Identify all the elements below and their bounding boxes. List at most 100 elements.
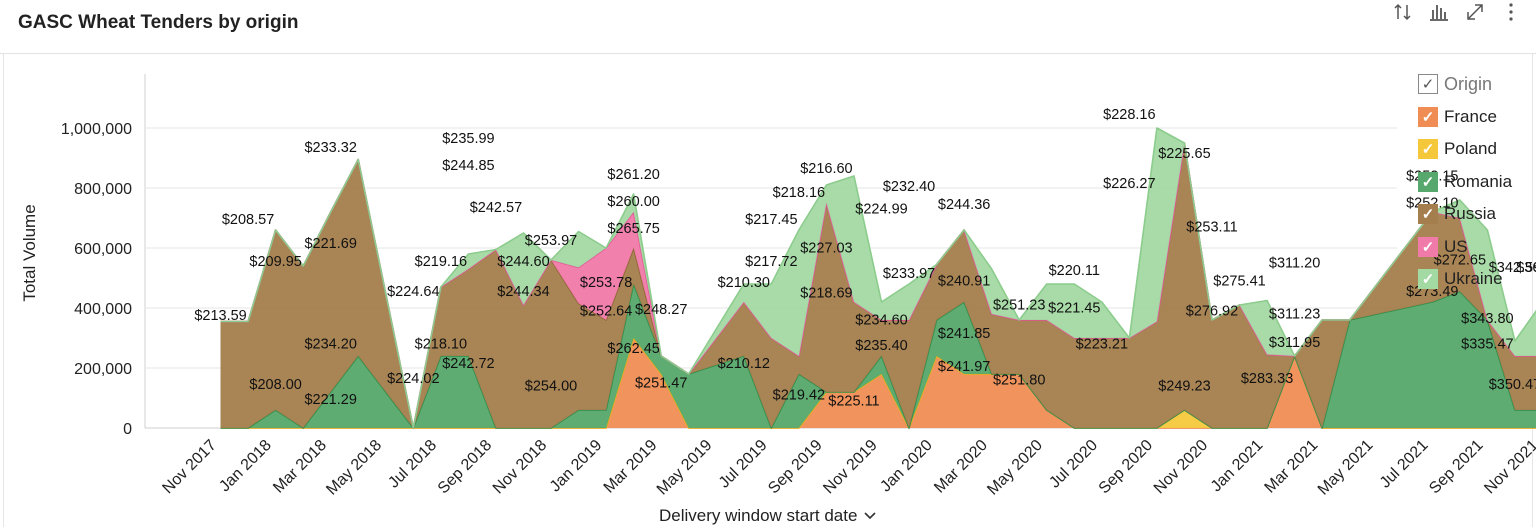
x-tick-label: Nov 2017 <box>159 437 220 498</box>
sort-icon[interactable] <box>1392 1 1414 23</box>
legend-title[interactable]: ✓ Origin <box>1418 68 1512 101</box>
x-axis-title[interactable]: Delivery window start date <box>659 506 877 526</box>
data-label: $251.23 <box>993 298 1045 314</box>
legend-label: Poland <box>1444 139 1497 159</box>
data-label: $244.36 <box>938 197 990 213</box>
data-label: $226.27 <box>1103 176 1155 192</box>
data-label: $244.85 <box>442 158 494 174</box>
area-russia[interactable] <box>220 143 1536 428</box>
chart-title: GASC Wheat Tenders by origin <box>18 12 299 33</box>
data-label: $218.69 <box>800 286 852 302</box>
x-tick-label: May 2018 <box>323 437 385 499</box>
legend-label: France <box>1444 106 1497 126</box>
data-label: $225.11 <box>828 394 879 410</box>
legend-label: Romania <box>1444 171 1513 191</box>
data-label: $265.75 <box>607 221 659 237</box>
data-label: $241.85 <box>938 326 990 342</box>
data-label: $335.47 <box>1461 337 1513 353</box>
data-label: $254.00 <box>525 379 577 395</box>
data-label: $342.59 <box>1489 260 1536 276</box>
chart-header: GASC Wheat Tenders by origin <box>0 0 1536 54</box>
y-tick-label: 800,000 <box>74 181 132 198</box>
line-ukraine <box>220 127 1536 429</box>
data-label: $276.92 <box>1186 304 1238 320</box>
expand-icon[interactable] <box>1464 1 1486 23</box>
data-label: $311.95 <box>1269 335 1320 351</box>
legend-item-france[interactable]: ✓ France <box>1418 101 1512 134</box>
data-label: $225.65 <box>1158 146 1210 162</box>
data-label: $220.11 <box>1049 263 1100 279</box>
data-label: $244.60 <box>497 254 549 270</box>
chevron-down-icon <box>864 512 876 520</box>
data-label: $227.03 <box>800 241 852 257</box>
legend-label: Ukraine <box>1444 269 1503 289</box>
x-tick-label: Jan 2020 <box>877 437 936 496</box>
data-label: $221.69 <box>304 236 356 252</box>
legend-item-russia[interactable]: ✓ Russia <box>1418 198 1512 231</box>
data-label: $223.21 <box>1076 337 1128 353</box>
legend-item-romania[interactable]: ✓ Romania <box>1418 166 1512 199</box>
x-tick-label: Sep 2019 <box>765 437 826 498</box>
data-label: $233.97 <box>883 266 935 282</box>
x-tick-label: Jan 2019 <box>547 437 606 496</box>
x-tick-label: Sep 2018 <box>435 437 496 498</box>
data-label: $228.16 <box>1103 107 1155 123</box>
data-label: $244.34 <box>497 284 549 300</box>
x-tick-label: Sep 2021 <box>1426 437 1487 498</box>
data-label: $224.99 <box>855 202 907 218</box>
legend-item-us[interactable]: ✓ US <box>1418 231 1512 264</box>
y-axis: 0 200,000 400,000 600,000 800,000 1,000,000 <box>61 121 132 438</box>
data-label: $240.91 <box>938 274 990 290</box>
x-tick-label: Mar 2019 <box>601 437 661 497</box>
check-icon: ✓ <box>1418 139 1438 160</box>
x-tick-label: Nov 2019 <box>820 437 881 498</box>
check-icon: ✓ <box>1418 171 1438 192</box>
x-tick-label: Nov 2020 <box>1151 437 1212 498</box>
x-tick-label: Mar 2021 <box>1262 437 1322 497</box>
data-label: $248.27 <box>635 302 687 318</box>
x-tick-label: Nov 2018 <box>490 437 551 498</box>
data-label: $251.80 <box>993 373 1045 389</box>
data-label: $221.45 <box>1048 301 1100 317</box>
x-tick-label: Jul 2020 <box>1046 437 1101 492</box>
data-label: $221.29 <box>304 392 356 408</box>
data-label: $210.12 <box>718 356 770 372</box>
data-label: $283.33 <box>1241 371 1293 387</box>
data-label: $235.40 <box>855 338 907 354</box>
data-label: $311.23 <box>1269 307 1320 323</box>
y-tick-label: 400,000 <box>74 301 132 318</box>
data-label: $350.47 <box>1489 377 1536 393</box>
legend-item-ukraine[interactable]: ✓ Ukraine <box>1418 263 1512 296</box>
area-france[interactable] <box>220 338 1536 428</box>
data-label: $208.00 <box>249 377 301 393</box>
y-tick-label: 1,000,000 <box>61 121 132 138</box>
legend-item-poland[interactable]: ✓ Poland <box>1418 133 1512 166</box>
data-label: $253.11 <box>1186 220 1237 236</box>
more-options-icon[interactable] <box>1500 1 1522 23</box>
check-icon: ✓ <box>1418 236 1438 257</box>
data-label: $209.95 <box>249 254 301 270</box>
chart-type-icon[interactable] <box>1428 1 1450 23</box>
data-label: $361.88 <box>1516 260 1536 276</box>
x-tick-label: Jul 2019 <box>716 437 771 492</box>
x-tick-label: Nov 2021 <box>1481 437 1536 498</box>
data-label: $241.97 <box>938 359 990 375</box>
data-label: $343.80 <box>1461 311 1513 327</box>
area-romania[interactable] <box>220 284 1536 428</box>
data-label: $216.60 <box>800 161 852 177</box>
data-label: $233.32 <box>304 140 356 156</box>
x-tick-label: Jan 2018 <box>216 437 275 496</box>
data-label: $208.57 <box>222 212 274 228</box>
y-axis-title: Total Volume <box>20 204 39 301</box>
x-tick-label: Jul 2018 <box>385 437 440 492</box>
data-label: $242.57 <box>470 200 522 216</box>
data-label: $253.97 <box>525 233 577 249</box>
data-label: $253.78 <box>580 275 632 291</box>
data-label: $251.47 <box>635 376 687 392</box>
data-labels: $213.59 $208.57 $209.95 $208.00 $233.32 $221.… <box>194 107 1536 410</box>
data-label: $224.64 <box>387 284 439 300</box>
data-label: $261.20 <box>607 167 659 183</box>
legend-checkbox-icon: ✓ <box>1418 74 1438 95</box>
